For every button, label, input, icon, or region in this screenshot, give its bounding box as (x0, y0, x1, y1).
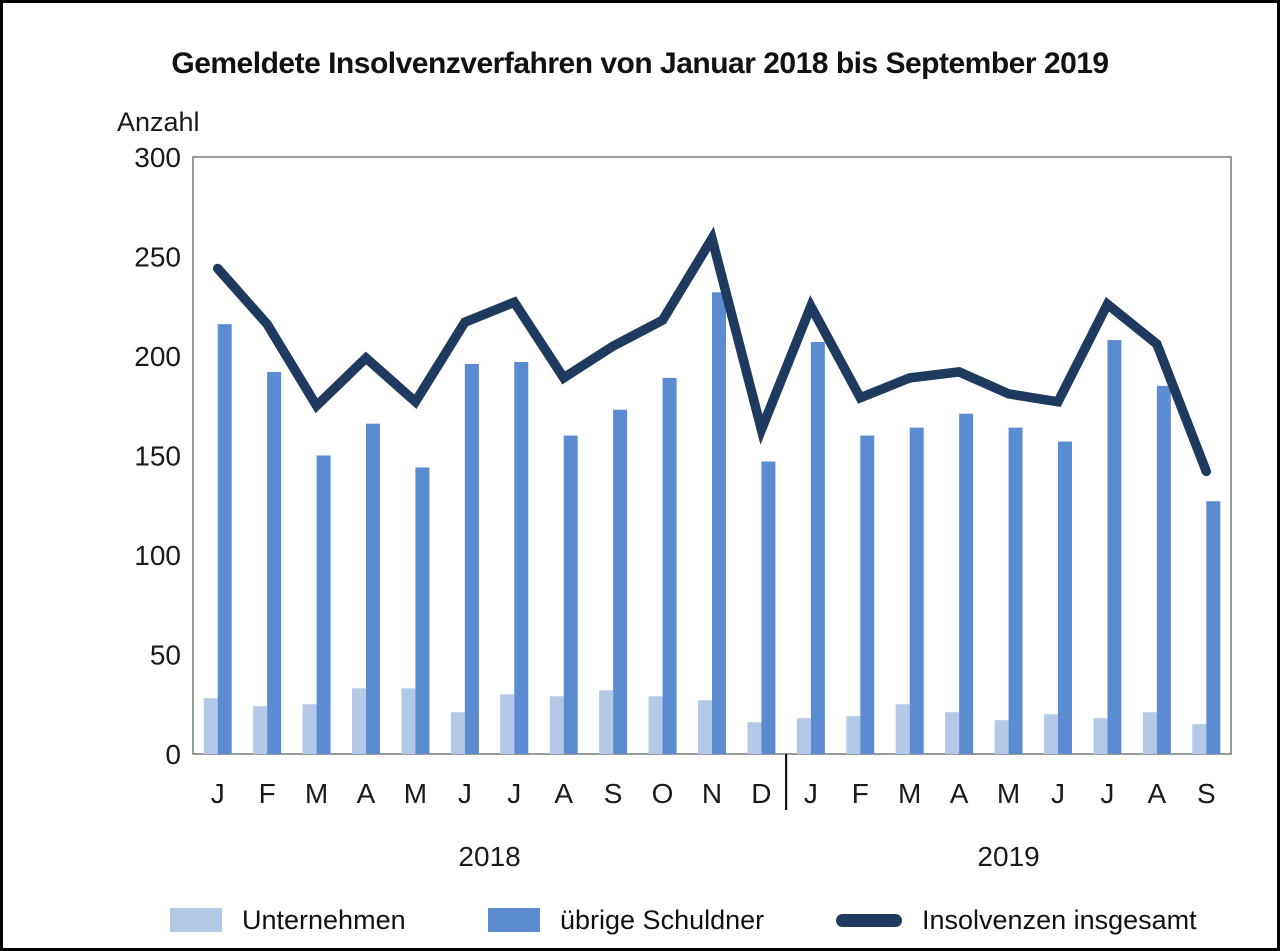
legend-item-insolvenzen-insgesamt: Insolvenzen insgesamt (836, 902, 1197, 938)
uebrige-schuldner-bar (366, 423, 380, 754)
unternehmen-bar (895, 704, 910, 754)
unternehmen-bar (253, 706, 268, 754)
x-tick-label: A (950, 778, 969, 809)
uebrige-schuldner-bar (563, 435, 578, 754)
x-tick-label: A (1148, 778, 1167, 809)
uebrige-schuldner-bar (860, 435, 875, 754)
uebrige-schuldner-bar (217, 324, 232, 754)
y-tick-label: 200 (134, 341, 181, 372)
x-tick-label: M (305, 778, 328, 809)
x-tick-label: A (357, 778, 376, 809)
uebrige-schuldner-bar (464, 363, 479, 754)
unternehmen-bar (648, 696, 663, 754)
y-tick-label: 100 (134, 540, 181, 571)
unternehmen-bar (302, 704, 317, 754)
legend-label-insolvenzen-insgesamt: Insolvenzen insgesamt (922, 904, 1197, 935)
unternehmen-bar (352, 688, 366, 754)
uebrige-schuldner-bar (514, 361, 529, 754)
uebrige-schuldner-bar (810, 342, 825, 754)
uebrige-schuldner-bar (267, 371, 282, 754)
uebrige-schuldner-bar (1107, 340, 1122, 754)
y-tick-label: 250 (134, 242, 181, 273)
uebrige-schuldner-bar (662, 377, 677, 754)
unternehmen-bar (599, 690, 614, 754)
y-tick-label: 150 (134, 441, 181, 472)
uebrige-schuldner-bar (959, 413, 974, 754)
x-tick-label: J (1100, 778, 1114, 809)
unternehmen-bar (1044, 714, 1058, 754)
x-tick-label: O (652, 778, 674, 809)
x-tick-label: D (751, 778, 771, 809)
x-tick-label: A (554, 778, 573, 809)
uebrige-schuldner-bar (1008, 427, 1023, 754)
x-tick-label: M (997, 778, 1020, 809)
uebrige-schuldner-bar (761, 461, 776, 754)
x-tick-label: N (702, 778, 722, 809)
x-tick-label: M (898, 778, 921, 809)
uebrige-schuldner-bar (1206, 501, 1221, 754)
unternehmen-bar (945, 712, 960, 754)
y-tick-label: 0 (165, 739, 181, 770)
unternehmen-bar (994, 720, 1009, 754)
legend-item-uebrige-schuldner: übrige Schuldner (488, 902, 764, 938)
x-tick-label: S (604, 778, 623, 809)
x-tick-label: J (507, 778, 521, 809)
unternehmen-bar (500, 694, 515, 754)
x-tick-label: F (852, 778, 869, 809)
unternehmen-bar (698, 700, 712, 754)
unternehmen-bar (450, 712, 465, 754)
uebrige-schuldner-bar (1156, 385, 1171, 754)
uebrige-schuldner-bar (712, 292, 726, 754)
y-tick-label: 50 (150, 640, 181, 671)
unternehmen-bar (549, 696, 564, 754)
x-tick-label: F (259, 778, 276, 809)
uebrige-schuldner-bar (1058, 441, 1072, 754)
chart-title: Gemeldete Insolvenzverfahren von Januar … (171, 47, 1109, 80)
unternehmen-bar (846, 716, 861, 754)
unternehmen-bar (401, 688, 416, 754)
x-tick-label: M (404, 778, 427, 809)
unternehmen-bar (1093, 718, 1108, 754)
insolvenzen-insgesamt-line (212, 226, 1212, 477)
uebrige-schuldner-bar (316, 455, 331, 754)
uebrige-schuldner-bar (613, 409, 628, 754)
y-tick-label: 300 (134, 142, 181, 173)
x-tick-label: J (1051, 778, 1065, 809)
x-tick-label: S (1197, 778, 1216, 809)
insolvenzen-insgesamt-line-swatch-icon (836, 913, 902, 927)
legend-label-unternehmen: Unternehmen (242, 904, 406, 935)
chart-legend: Unternehmen übrige Schuldner Insolvenzen… (3, 902, 1277, 938)
y-axis-title: Anzahl (117, 107, 200, 137)
x-tick-label: J (458, 778, 472, 809)
unternehmen-bar (796, 718, 811, 754)
legend-item-unternehmen: Unternehmen (170, 902, 406, 938)
x-tick-label: J (804, 778, 818, 809)
year-label: 2018 (458, 841, 520, 872)
unternehmen-bar (747, 722, 762, 754)
uebrige-schuldner-swatch-icon (488, 908, 540, 932)
legend-label-uebrige-schuldner: übrige Schuldner (560, 904, 765, 935)
unternehmen-bar (1192, 724, 1207, 754)
x-tick-label: J (211, 778, 225, 809)
year-label: 2019 (977, 841, 1039, 872)
uebrige-schuldner-bar (415, 467, 430, 754)
unternehmen-swatch-icon (170, 908, 222, 932)
unternehmen-bar (1142, 712, 1157, 754)
unternehmen-bar (203, 698, 218, 754)
uebrige-schuldner-bar (909, 427, 924, 754)
